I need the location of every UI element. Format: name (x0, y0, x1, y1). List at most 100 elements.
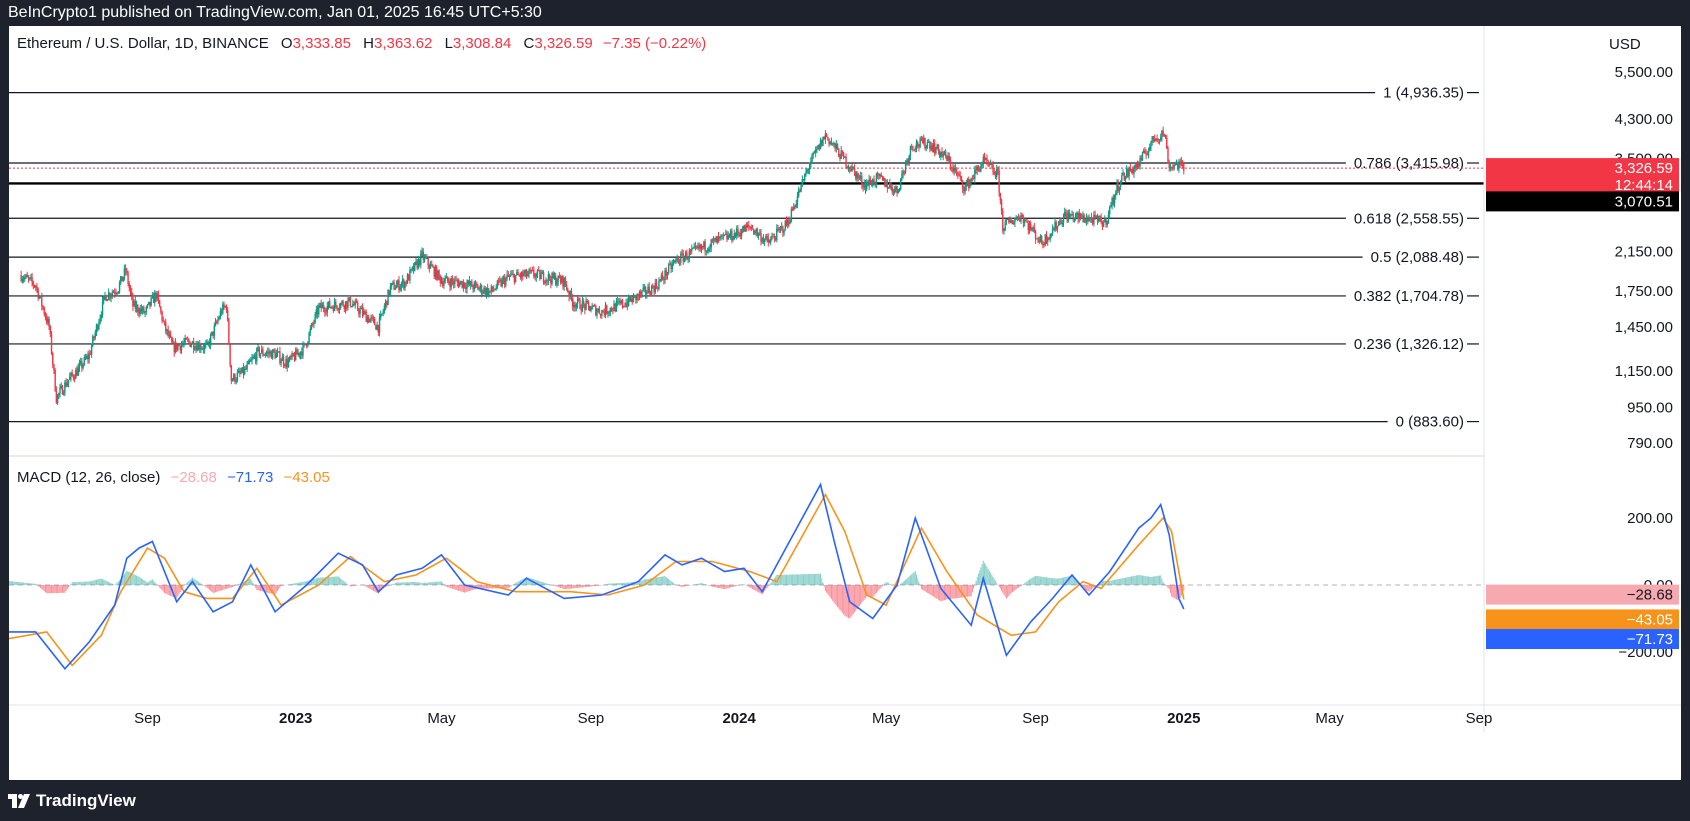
candle-body (1020, 215, 1022, 222)
candle-body (269, 351, 271, 354)
candle-body (541, 272, 544, 274)
candle-body (1013, 222, 1015, 225)
candle-body (224, 306, 226, 308)
candle-body (579, 299, 581, 309)
candle-body (1017, 217, 1020, 220)
candle-body (330, 306, 332, 308)
candle-body (1178, 161, 1180, 169)
candle-body (21, 279, 24, 282)
candle-body (149, 301, 151, 306)
candle-body (151, 295, 154, 299)
macd-line-value: −71.73 (227, 469, 274, 486)
candle-body (999, 192, 1002, 201)
candle-body (354, 301, 356, 306)
candle-body (917, 141, 919, 147)
candle-body (544, 282, 546, 284)
candle-body (38, 296, 41, 299)
candle-body (414, 262, 416, 271)
candle-body (1108, 207, 1111, 215)
candle-body (836, 144, 839, 150)
candle-body (879, 174, 881, 176)
candle-body (1045, 234, 1048, 243)
last-price-badge-text: 3,326.59 (1615, 160, 1673, 177)
candle-body (787, 219, 789, 226)
candle-body (728, 235, 731, 238)
candle-body (82, 364, 84, 368)
candle-body (965, 184, 968, 187)
candle-body (604, 305, 607, 315)
candle-body (647, 286, 649, 294)
candles (20, 126, 1185, 406)
candle-body (326, 305, 328, 313)
candle-body (381, 313, 383, 315)
candle-body (806, 169, 808, 173)
candle-body (314, 313, 316, 323)
candle-body (807, 169, 810, 171)
candle-body (1004, 221, 1006, 230)
candle-body (675, 258, 677, 261)
candle-body (426, 257, 428, 259)
candle-body (177, 345, 179, 350)
candle-body (90, 346, 93, 355)
price-legend[interactable]: Ethereum / U.S. Dollar, 1D, BINANCE O3,3… (17, 35, 706, 52)
time-tick-label: Sep (578, 710, 605, 727)
macd-title[interactable]: MACD (12, 26, close) (17, 469, 161, 486)
candle-body (319, 303, 321, 306)
candle-body (828, 138, 830, 144)
candle-body (27, 277, 30, 279)
candle-body (704, 241, 706, 252)
candle-body (744, 225, 746, 232)
candle-body (218, 318, 220, 320)
candle-body (867, 182, 869, 186)
candle-body (514, 275, 517, 283)
candle-body (519, 275, 522, 278)
candle-body (841, 150, 844, 153)
change-value: −7.35 (−0.22%) (602, 35, 707, 52)
macd-legend[interactable]: MACD (12, 26, close) −28.68 −71.73 −43.0… (17, 469, 330, 486)
macd-signal-line (9, 492, 1185, 667)
candle-body (981, 164, 983, 166)
candle-body (527, 274, 529, 277)
currency-label[interactable]: USD (1609, 36, 1641, 53)
candle-body (1000, 200, 1003, 211)
candle-body (1153, 138, 1156, 141)
candle-body (641, 290, 643, 295)
candle-body (927, 141, 930, 143)
chart-svg[interactable]: 1 (4,936.35) 0.786 (3,415.98) 0.618 (2,558… (9, 26, 1681, 780)
candle-body (356, 302, 359, 310)
macd-signal-badge: −43.05 (1486, 609, 1679, 630)
time-tick-label: 2023 (279, 710, 312, 727)
candle-body (582, 301, 585, 305)
low-label: L (444, 35, 453, 52)
chart-area[interactable]: 1 (4,936.35) 0.786 (3,415.98) 0.618 (2,558… (9, 26, 1681, 780)
candle-body (886, 182, 889, 189)
candle-body (753, 229, 755, 234)
candle-body (889, 183, 891, 188)
candle-body (942, 154, 944, 157)
candle-body (483, 287, 485, 293)
time-tick-label: May (1315, 710, 1344, 727)
symbol-label[interactable]: Ethereum / U.S. Dollar, 1D, BINANCE (17, 35, 269, 52)
candle-body (581, 301, 584, 311)
candle-body (937, 144, 940, 152)
candle-body (684, 252, 687, 258)
candle-body (360, 307, 363, 310)
candle-body (1138, 163, 1140, 167)
candle-body (243, 368, 246, 375)
candle-body (96, 325, 99, 330)
candle-body (923, 137, 925, 144)
macd-pane (9, 482, 1484, 671)
candle-body (344, 301, 347, 310)
candle-body (1021, 215, 1023, 217)
candle-body (387, 290, 389, 306)
candle-body (56, 394, 59, 403)
close-value: 3,326.59 (534, 35, 593, 52)
candle-body (695, 245, 698, 247)
candle-body (565, 284, 568, 290)
candle-body (607, 312, 609, 314)
fib-retracement[interactable]: 1 (4,936.35) 0.786 (3,415.98) 0.618 (2,558… (9, 85, 1484, 431)
candle-body (779, 227, 782, 230)
tradingview-logo[interactable]: TradingView (8, 791, 136, 811)
candle-body (727, 235, 729, 240)
